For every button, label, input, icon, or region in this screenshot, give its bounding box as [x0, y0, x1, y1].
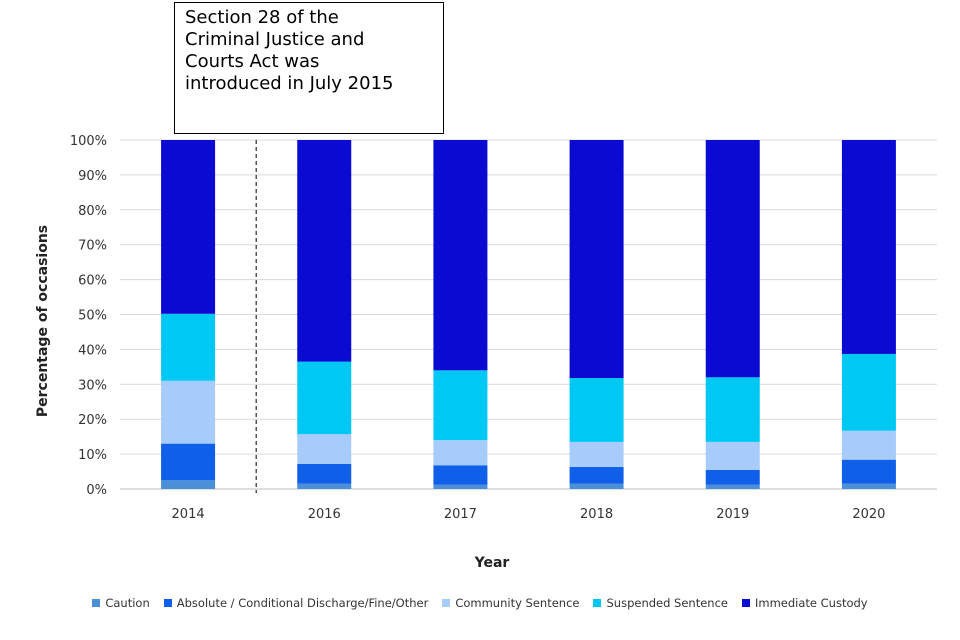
- bar-segment: [569, 483, 624, 489]
- bar-segment: [569, 140, 624, 379]
- legend-label: Caution: [105, 596, 150, 610]
- bar-segment: [297, 483, 352, 489]
- bar-segment: [705, 484, 760, 489]
- x-tick-label: 2020: [852, 507, 885, 522]
- x-tick-label: 2016: [308, 507, 341, 522]
- bar-segment: [433, 370, 488, 441]
- bar-segment: [161, 480, 216, 489]
- bar-segment: [705, 377, 760, 442]
- x-tick-label: 2017: [444, 507, 477, 522]
- bar-segment: [297, 434, 352, 464]
- legend-swatch: [442, 599, 451, 607]
- y-tick-label: 100%: [70, 134, 107, 149]
- bar-segment: [705, 469, 760, 485]
- bar-segment: [433, 440, 488, 466]
- bar-segment: [705, 441, 760, 470]
- bar-segment: [705, 140, 760, 378]
- annotation-box: Section 28 of the Criminal Justice and C…: [174, 2, 444, 134]
- legend-item: Community Sentence: [442, 596, 579, 610]
- legend-swatch: [742, 599, 750, 607]
- bar-segment: [569, 441, 624, 468]
- legend-label: Suspended Sentence: [606, 596, 728, 610]
- bars: [161, 140, 896, 489]
- bar-segment: [161, 313, 216, 381]
- bar-segment: [841, 140, 896, 354]
- bar-segment: [297, 463, 352, 484]
- legend-swatch: [593, 599, 602, 607]
- y-tick-label: 80%: [78, 204, 107, 219]
- bar-segment: [297, 361, 352, 435]
- y-tick-label: 10%: [78, 448, 107, 463]
- legend-swatch: [92, 599, 101, 607]
- bar-segment: [433, 484, 488, 489]
- bar-segment: [841, 430, 896, 460]
- bar-segment: [841, 483, 896, 489]
- legend-item: Caution: [92, 596, 150, 610]
- annotation-line: Courts Act was: [185, 51, 320, 72]
- annotation-line: Section 28 of the: [185, 7, 339, 28]
- y-tick-label: 20%: [78, 413, 107, 428]
- legend-item: Absolute / Conditional Discharge/Fine/Ot…: [163, 596, 429, 610]
- bar-segment: [297, 140, 352, 362]
- y-tick-label: 0%: [86, 483, 107, 498]
- legend-item: Immediate Custody: [742, 596, 868, 610]
- legend: Caution Absolute / Conditional Discharge/…: [0, 596, 960, 610]
- bar-segment: [161, 140, 216, 314]
- x-tick-label: 2019: [716, 507, 749, 522]
- bar-segment: [569, 467, 624, 484]
- x-tick-labels: 2014 2016 2017 2018 2019 2020: [172, 507, 886, 522]
- legend-label: Community Sentence: [455, 596, 580, 610]
- bar-segment: [569, 378, 624, 442]
- legend-label: Absolute / Conditional Discharge/Fine/Ot…: [176, 596, 429, 610]
- y-tick-label: 70%: [78, 239, 107, 254]
- bar-segment: [433, 465, 488, 485]
- y-tick-label: 90%: [78, 169, 107, 184]
- legend-item: Suspended Sentence: [593, 596, 728, 610]
- bar-segment: [841, 353, 896, 431]
- legend-swatch: [163, 599, 172, 607]
- y-tick-labels: 0% 10% 20% 30% 40% 50% 60% 70% 80% 90% 100%: [70, 134, 107, 498]
- y-tick-label: 50%: [78, 309, 107, 324]
- gridlines: [120, 139, 937, 490]
- x-tick-label: 2018: [580, 507, 613, 522]
- bar-segment: [841, 459, 896, 484]
- legend-label: Immediate Custody: [755, 596, 868, 610]
- x-tick-label: 2014: [172, 507, 205, 522]
- y-tick-label: 40%: [78, 343, 107, 358]
- y-axis-title: Percentage of occasions: [35, 225, 51, 417]
- bar-segment: [161, 443, 216, 481]
- x-axis-title: Year: [474, 555, 510, 571]
- y-tick-label: 60%: [78, 274, 107, 289]
- annotation-line: Criminal Justice and: [185, 29, 365, 50]
- bar-segment: [161, 380, 216, 444]
- y-tick-label: 30%: [78, 378, 107, 393]
- annotation-line: introduced in July 2015: [185, 73, 394, 94]
- bar-segment: [433, 140, 488, 371]
